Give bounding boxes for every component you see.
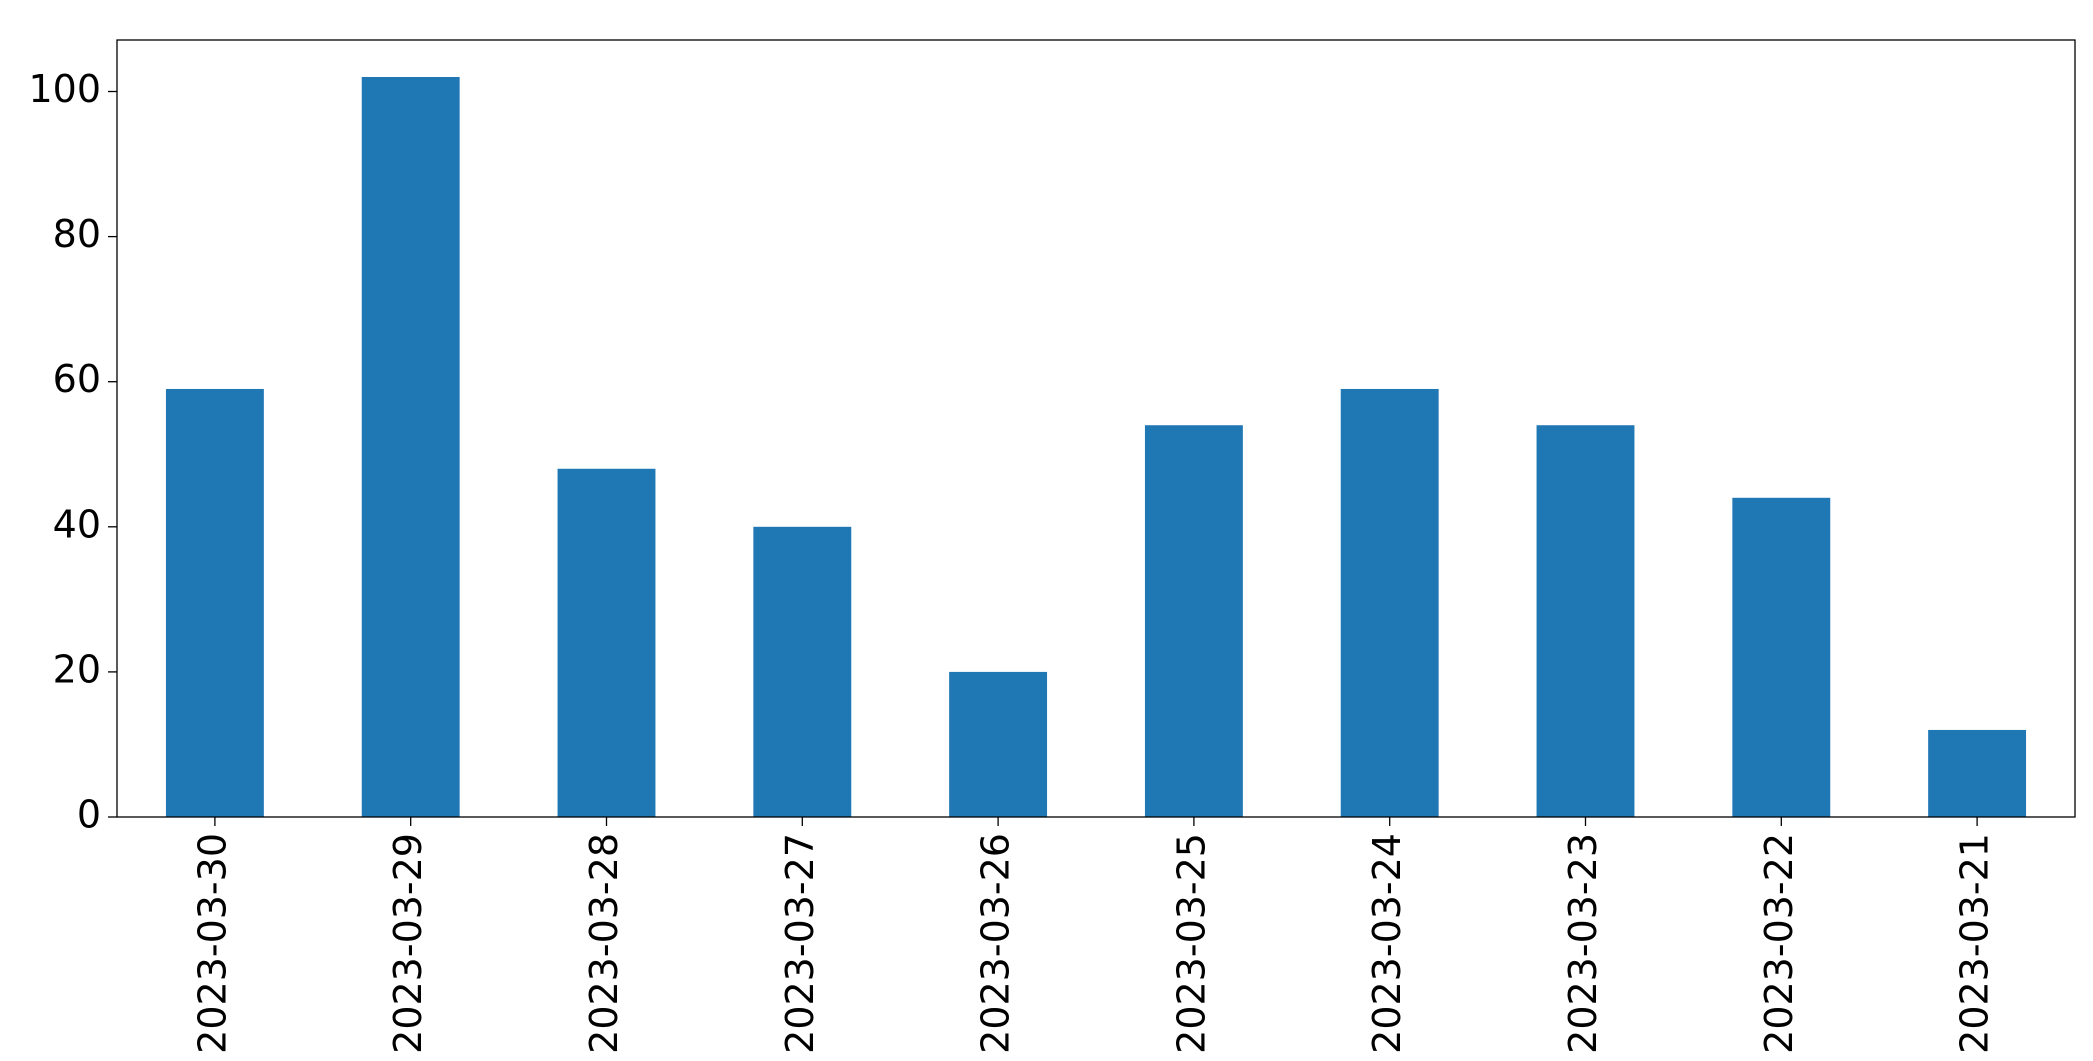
plot-frame [116, 39, 2076, 818]
x-tick-label: 2023-03-23 [1561, 833, 1605, 1054]
x-tick-label: 2023-03-22 [1757, 833, 1801, 1054]
x-tick-label: 2023-03-28 [582, 833, 626, 1054]
x-tick-label: 2023-03-30 [190, 833, 234, 1054]
y-tick-label: 100 [28, 67, 101, 111]
bar [1144, 425, 1243, 817]
x-tick-label: 2023-03-27 [778, 833, 822, 1054]
x-tick-label: 2023-03-25 [1169, 833, 1213, 1054]
y-tick-label: 0 [77, 793, 101, 837]
y-tick-label: 40 [53, 502, 101, 546]
x-tick-label: 2023-03-26 [974, 833, 1018, 1054]
bar [949, 671, 1048, 817]
bar [165, 388, 264, 817]
x-tick-label: 2023-03-21 [1953, 833, 1997, 1054]
bar [1536, 425, 1635, 817]
bar [1340, 388, 1439, 817]
bar [1732, 497, 1831, 817]
bar [753, 526, 852, 817]
bar [361, 77, 460, 817]
x-tick-label: 2023-03-29 [386, 833, 430, 1054]
y-tick-label: 20 [53, 647, 101, 691]
bar [557, 468, 656, 817]
x-tick-label: 2023-03-24 [1365, 833, 1409, 1054]
y-tick-label: 80 [53, 212, 101, 256]
y-tick-label: 60 [53, 357, 101, 401]
bar [1928, 729, 2027, 817]
